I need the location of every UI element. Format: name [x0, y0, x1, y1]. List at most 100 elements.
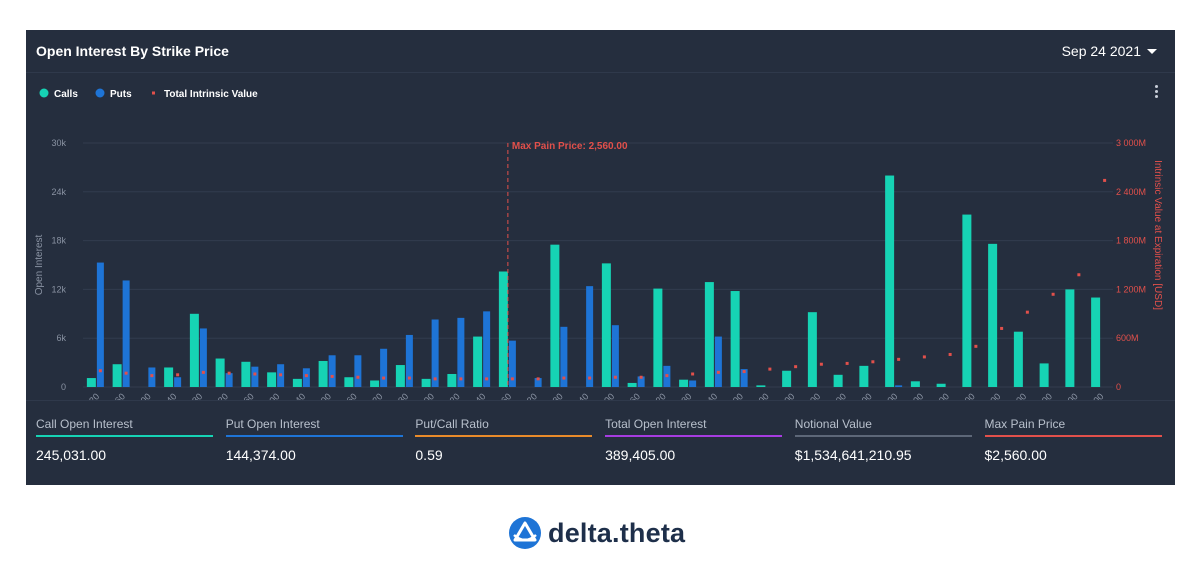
- intrinsic-value-point[interactable]: [562, 376, 566, 380]
- put-bar[interactable]: [174, 377, 182, 387]
- call-bar[interactable]: [807, 312, 817, 387]
- intrinsic-value-point[interactable]: [691, 372, 695, 376]
- call-bar[interactable]: [627, 382, 637, 387]
- put-bar[interactable]: [714, 336, 722, 387]
- call-bar[interactable]: [756, 385, 766, 387]
- call-bar[interactable]: [859, 365, 869, 387]
- put-bar[interactable]: [122, 280, 130, 387]
- intrinsic-value-point[interactable]: [845, 361, 849, 365]
- put-bar[interactable]: [457, 317, 465, 387]
- intrinsic-value-point[interactable]: [1000, 326, 1004, 330]
- intrinsic-value-point[interactable]: [304, 374, 308, 378]
- intrinsic-value-point[interactable]: [253, 372, 257, 376]
- call-bar[interactable]: [782, 370, 792, 387]
- call-bar[interactable]: [704, 282, 714, 387]
- put-bar[interactable]: [380, 348, 388, 387]
- put-bar[interactable]: [534, 378, 542, 387]
- put-bar[interactable]: [611, 325, 619, 387]
- call-bar[interactable]: [962, 214, 972, 387]
- call-bar[interactable]: [679, 379, 689, 387]
- intrinsic-value-point[interactable]: [356, 375, 360, 379]
- call-bar[interactable]: [241, 361, 251, 387]
- call-bar[interactable]: [344, 377, 354, 387]
- call-bar[interactable]: [988, 243, 998, 387]
- intrinsic-value-point[interactable]: [794, 365, 798, 369]
- put-bar[interactable]: [508, 340, 516, 387]
- more-options-icon[interactable]: [1155, 85, 1159, 100]
- call-bar[interactable]: [1039, 363, 1049, 387]
- call-bar[interactable]: [86, 378, 96, 387]
- put-bar[interactable]: [560, 326, 568, 387]
- intrinsic-value-point[interactable]: [742, 370, 746, 374]
- intrinsic-value-point[interactable]: [150, 374, 154, 378]
- intrinsic-value-point[interactable]: [897, 357, 901, 361]
- call-bar[interactable]: [215, 358, 225, 387]
- put-bar[interactable]: [895, 385, 903, 387]
- call-bar[interactable]: [1065, 289, 1075, 387]
- call-bar[interactable]: [1013, 331, 1023, 387]
- put-bar[interactable]: [689, 380, 697, 387]
- intrinsic-value-point[interactable]: [613, 375, 617, 379]
- put-bar[interactable]: [431, 319, 439, 387]
- call-bar[interactable]: [395, 365, 405, 387]
- call-bar[interactable]: [550, 244, 560, 387]
- call-bar[interactable]: [473, 336, 483, 387]
- intrinsic-value-point[interactable]: [330, 374, 334, 378]
- put-bar[interactable]: [199, 328, 207, 387]
- intrinsic-value-point[interactable]: [459, 377, 463, 381]
- put-bar[interactable]: [637, 376, 645, 387]
- intrinsic-value-point[interactable]: [716, 370, 720, 374]
- call-bar[interactable]: [833, 374, 843, 387]
- intrinsic-value-point[interactable]: [433, 377, 437, 381]
- intrinsic-value-point[interactable]: [407, 376, 411, 380]
- intrinsic-value-point[interactable]: [974, 344, 978, 348]
- intrinsic-value-point[interactable]: [948, 352, 952, 356]
- put-bar[interactable]: [740, 369, 748, 387]
- call-bar[interactable]: [498, 271, 508, 387]
- legend-label-intrinsic[interactable]: Total Intrinsic Value: [164, 89, 258, 100]
- call-bar[interactable]: [601, 263, 611, 387]
- put-bar[interactable]: [354, 355, 362, 387]
- intrinsic-value-point[interactable]: [768, 367, 772, 371]
- put-bar[interactable]: [96, 262, 104, 387]
- intrinsic-value-point[interactable]: [922, 355, 926, 359]
- put-bar[interactable]: [251, 366, 259, 387]
- call-bar[interactable]: [936, 383, 946, 387]
- intrinsic-value-point[interactable]: [588, 376, 592, 380]
- intrinsic-value-point[interactable]: [201, 370, 205, 374]
- call-bar[interactable]: [885, 175, 895, 387]
- intrinsic-value-point[interactable]: [227, 371, 231, 375]
- intrinsic-value-point[interactable]: [279, 373, 283, 377]
- intrinsic-value-point[interactable]: [639, 375, 643, 379]
- intrinsic-value-point[interactable]: [98, 369, 102, 373]
- intrinsic-value-point[interactable]: [536, 377, 540, 381]
- intrinsic-value-point[interactable]: [819, 362, 823, 366]
- intrinsic-value-point[interactable]: [176, 373, 180, 377]
- intrinsic-value-point[interactable]: [1025, 310, 1029, 314]
- put-bar[interactable]: [483, 311, 491, 387]
- call-bar[interactable]: [370, 380, 380, 387]
- legend-label-calls[interactable]: Calls: [54, 89, 78, 100]
- call-bar[interactable]: [318, 360, 328, 387]
- intrinsic-value-point[interactable]: [1051, 292, 1055, 296]
- intrinsic-value-point[interactable]: [382, 376, 386, 380]
- call-bar[interactable]: [292, 378, 302, 387]
- intrinsic-value-point[interactable]: [485, 377, 489, 381]
- call-bar[interactable]: [1091, 297, 1101, 387]
- intrinsic-value-point[interactable]: [124, 371, 128, 375]
- call-bar[interactable]: [730, 291, 740, 387]
- intrinsic-value-point[interactable]: [1077, 273, 1081, 277]
- put-bar[interactable]: [225, 373, 233, 387]
- call-bar[interactable]: [189, 313, 199, 387]
- intrinsic-value-point[interactable]: [871, 360, 875, 364]
- intrinsic-value-point[interactable]: [510, 377, 514, 381]
- put-bar[interactable]: [302, 368, 310, 387]
- legend-label-puts[interactable]: Puts: [110, 89, 132, 100]
- call-bar[interactable]: [910, 381, 920, 387]
- expiry-date-dropdown[interactable]: Sep 24 2021: [1062, 43, 1157, 59]
- put-bar[interactable]: [586, 286, 594, 387]
- call-bar[interactable]: [447, 373, 457, 387]
- put-bar[interactable]: [405, 334, 413, 387]
- intrinsic-value-point[interactable]: [1103, 178, 1107, 182]
- call-bar[interactable]: [653, 288, 663, 387]
